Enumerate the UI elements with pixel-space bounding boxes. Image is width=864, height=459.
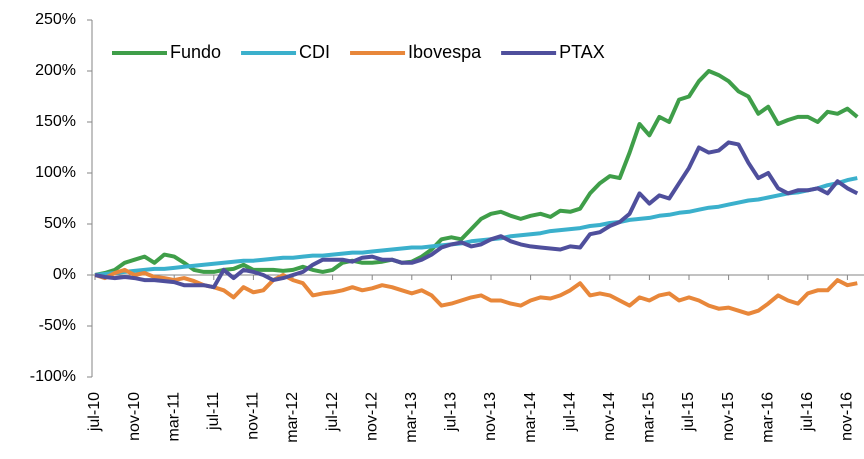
y-tick-label: 100%: [35, 164, 76, 181]
x-tick-label: mar-12: [284, 392, 301, 443]
x-tick-label: mar-14: [522, 392, 539, 443]
y-tick-label: 150%: [35, 113, 76, 130]
x-tick-label: mar-13: [403, 392, 420, 443]
y-tick-label: 250%: [35, 11, 76, 28]
y-tick-label: 0%: [53, 266, 76, 283]
x-tick-label: nov-13: [482, 392, 499, 441]
legend-label: PTAX: [559, 42, 605, 62]
y-tick-label: -50%: [39, 317, 76, 334]
x-tick-label: jul-11: [205, 392, 222, 431]
x-tick-label: jul-13: [443, 392, 460, 432]
x-tick-label: nov-15: [720, 392, 737, 441]
x-tick-label: nov-11: [245, 392, 262, 440]
series-line: [94, 176, 858, 277]
series-line: [94, 140, 859, 290]
x-tick-label: nov-14: [601, 392, 618, 441]
series-line: [94, 267, 858, 316]
x-tick-label: nov-10: [126, 392, 143, 441]
x-tick-label: mar-11: [165, 392, 182, 442]
y-tick-label: 200%: [35, 62, 76, 79]
x-tick-label: nov-16: [839, 392, 856, 441]
x-tick-label: jul-16: [799, 392, 816, 432]
y-tick-label: 50%: [44, 215, 76, 232]
legend-label: CDI: [299, 42, 330, 62]
x-tick-label: mar-15: [641, 392, 658, 443]
x-tick-label: jul-12: [324, 392, 341, 432]
x-tick-label: nov-12: [363, 392, 380, 441]
x-tick-label: jul-14: [561, 392, 578, 432]
x-tick-label: jul-10: [86, 392, 103, 432]
x-tick-label: mar-16: [759, 392, 776, 443]
legend-label: Ibovespa: [408, 42, 482, 62]
x-tick-label: jul-15: [680, 392, 697, 432]
y-tick-label: -100%: [30, 368, 76, 385]
legend-label: Fundo: [170, 42, 221, 62]
